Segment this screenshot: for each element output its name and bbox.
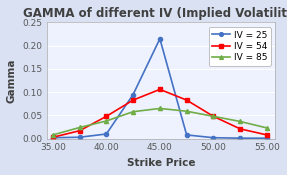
IV = 85 (185, 110, 188, 112)
IV = 25 (158, 38, 162, 40)
IV = 54 (51, 136, 55, 138)
X-axis label: Strike Price: Strike Price (127, 158, 196, 168)
Y-axis label: Gamma: Gamma (7, 58, 17, 103)
Line: IV = 85: IV = 85 (51, 106, 269, 137)
Line: IV = 54: IV = 54 (51, 87, 269, 139)
IV = 85 (158, 107, 162, 110)
IV = 54 (185, 99, 188, 101)
IV = 85 (105, 120, 108, 122)
Line: IV = 25: IV = 25 (51, 37, 269, 140)
IV = 25 (78, 136, 81, 138)
IV = 54 (212, 115, 215, 117)
IV = 54 (158, 88, 162, 90)
IV = 25 (105, 133, 108, 135)
Title: GAMMA of different IV (Implied Volatility): GAMMA of different IV (Implied Volatilit… (23, 7, 287, 20)
IV = 25 (131, 93, 135, 96)
IV = 85 (78, 127, 81, 129)
IV = 85 (238, 120, 242, 122)
IV = 85 (265, 127, 269, 129)
IV = 25 (212, 137, 215, 139)
IV = 54 (131, 99, 135, 101)
IV = 54 (78, 130, 81, 132)
IV = 85 (131, 111, 135, 113)
IV = 85 (212, 115, 215, 117)
IV = 25 (238, 137, 242, 139)
IV = 54 (238, 128, 242, 130)
IV = 54 (265, 134, 269, 136)
Legend: IV = 25, IV = 54, IV = 85: IV = 25, IV = 54, IV = 85 (209, 27, 271, 66)
IV = 25 (185, 134, 188, 136)
IV = 25 (265, 137, 269, 139)
IV = 54 (105, 115, 108, 117)
IV = 25 (51, 137, 55, 139)
IV = 85 (51, 134, 55, 136)
